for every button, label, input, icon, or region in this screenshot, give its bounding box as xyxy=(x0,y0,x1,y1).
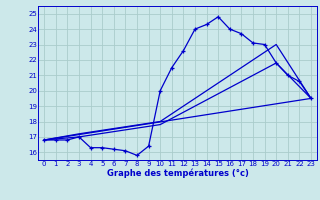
X-axis label: Graphe des températures (°c): Graphe des températures (°c) xyxy=(107,168,249,178)
